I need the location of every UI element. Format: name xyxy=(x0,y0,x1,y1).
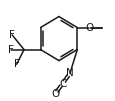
Text: C: C xyxy=(58,79,66,89)
Text: F: F xyxy=(14,59,19,69)
Text: F: F xyxy=(9,30,15,40)
Text: O: O xyxy=(84,23,93,33)
Text: O: O xyxy=(51,89,59,99)
Text: F: F xyxy=(8,45,14,55)
Text: N: N xyxy=(65,68,73,78)
